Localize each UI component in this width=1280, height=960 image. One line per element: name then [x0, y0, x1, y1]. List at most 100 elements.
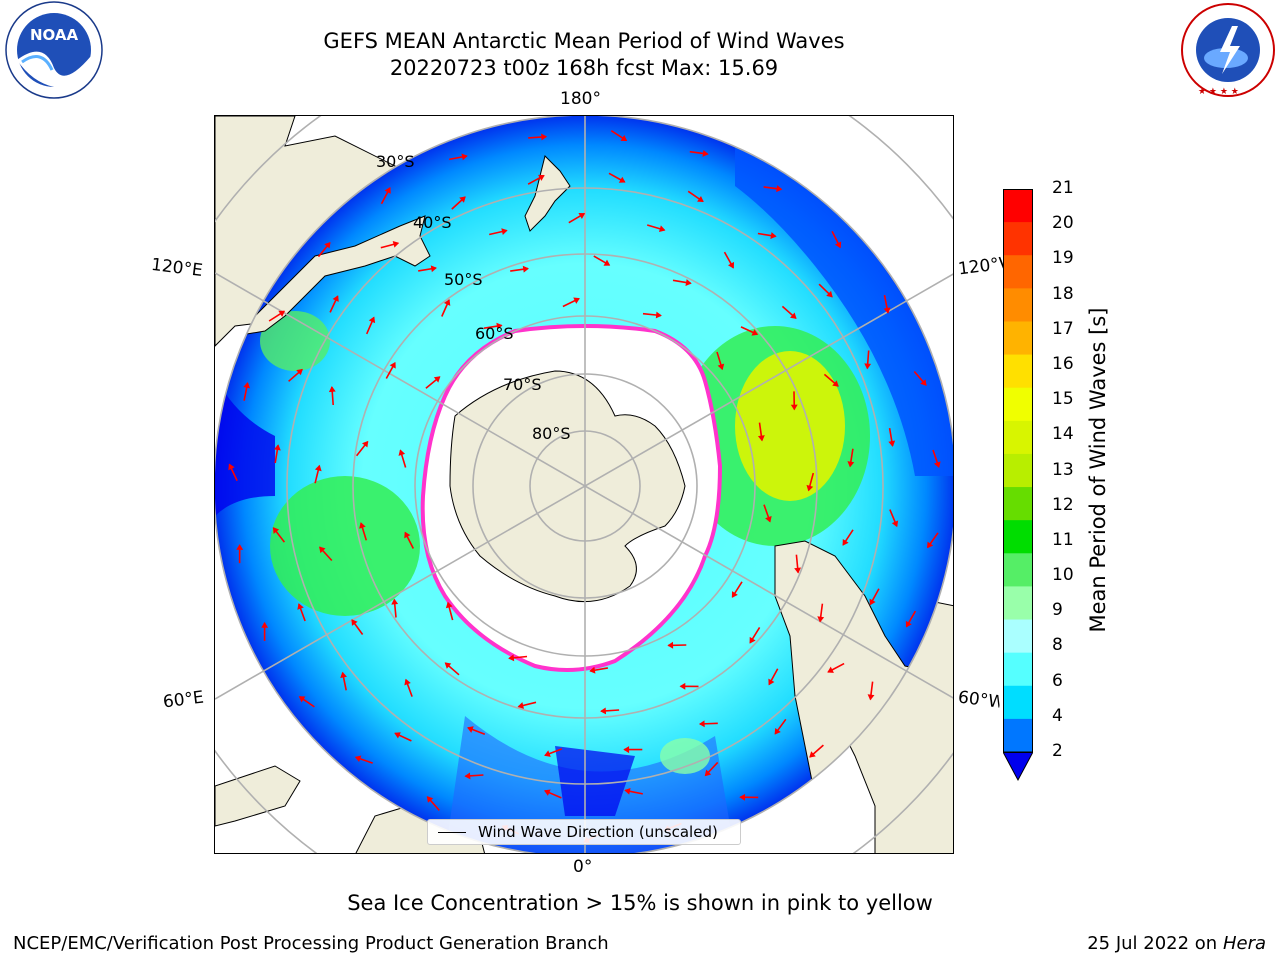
- wind-arrow-head: [501, 228, 508, 235]
- wind-arrow-head: [392, 240, 400, 248]
- wind-arrow-head: [297, 603, 304, 610]
- wind-arrow-head: [603, 259, 611, 266]
- lon-label-bottom: 0°: [573, 857, 593, 877]
- wind-arrow-head: [864, 363, 872, 370]
- wind-arrow-head: [443, 299, 451, 306]
- wind-arrow-head: [236, 544, 244, 550]
- colorbar-band: [1003, 420, 1033, 455]
- colorbar-tick-label: 10: [1052, 565, 1074, 586]
- wind-arrow-head: [888, 440, 896, 447]
- colorbar-band: [1003, 222, 1033, 256]
- colorbar-band: [1003, 520, 1033, 554]
- wind-arrow-head: [826, 290, 833, 298]
- page-subtitle: 20220723 t00z 168h fcst Max: 15.69: [389, 56, 779, 80]
- wind-arrow-head: [368, 316, 376, 324]
- polar-map: [215, 116, 953, 853]
- wind-arrow-head: [790, 312, 797, 319]
- wind-arrow-head: [444, 662, 452, 669]
- wind-arrow-head: [717, 363, 725, 371]
- wind-arrow-head: [891, 520, 899, 528]
- wind-arrow-head: [261, 621, 269, 628]
- colorbar-tick-label: 18: [1052, 283, 1074, 304]
- wind-arrow-head: [544, 789, 551, 796]
- wind-arrow-head: [573, 297, 580, 304]
- wind-arrow-head: [464, 772, 471, 780]
- lon-label-top: 180°: [560, 89, 601, 109]
- footer-date: 25 Jul 2022 on Hera: [1087, 933, 1266, 954]
- nws-logo-icon: ★ ★ ★ ★: [1178, 0, 1278, 100]
- wind-arrow-head: [461, 153, 468, 161]
- lat-label-50s: 50°S: [444, 270, 483, 289]
- wind-arrow-head: [426, 796, 434, 803]
- wind-arrow-head: [679, 682, 686, 690]
- colorbar-tick-label: 19: [1052, 248, 1074, 269]
- colorbar-band: [1003, 288, 1033, 322]
- wind-arrow-head: [384, 187, 391, 194]
- legend-label: Wind Wave Direction (unscaled): [478, 823, 718, 841]
- wind-arrow-head: [298, 696, 306, 703]
- wind-arrow-head: [624, 787, 631, 795]
- wind-arrow-head: [658, 225, 666, 232]
- wind-arrow-head: [544, 750, 551, 757]
- svg-text:★ ★ ★ ★: ★ ★ ★ ★: [1198, 87, 1239, 97]
- colorbar-band: [1003, 255, 1033, 289]
- wind-arrow-head: [541, 133, 548, 141]
- wind-arrow-head: [704, 769, 712, 777]
- colorbar: [1002, 189, 1034, 782]
- lat-label-30s: 30°S: [376, 152, 415, 171]
- wind-arrow-head: [391, 598, 399, 605]
- lat-label-40s: 40°S: [413, 213, 452, 232]
- colorbar-band: [1003, 685, 1033, 720]
- wind-arrow-head: [623, 746, 630, 754]
- colorbar-tick-label: 13: [1052, 459, 1074, 480]
- wind-arrow-head: [685, 279, 692, 287]
- wind-arrow-head: [404, 678, 411, 686]
- colorbar-tick-label: 20: [1052, 213, 1074, 234]
- colorbar-band: [1003, 487, 1033, 521]
- wind-arrow-head: [794, 567, 802, 574]
- wind-arrow-head: [351, 619, 358, 626]
- graticule: [215, 116, 953, 853]
- footer-date-text: 25 Jul 2022 on: [1087, 933, 1223, 954]
- wind-arrow-head: [332, 295, 339, 302]
- wind-arrow-head: [394, 732, 401, 739]
- wind-arrow-head: [934, 461, 941, 468]
- colorbar-band: [1003, 586, 1033, 621]
- colorbar-tick-label: 17: [1052, 318, 1074, 339]
- wind-arrow-head: [328, 386, 336, 393]
- wind-arrow-head: [618, 176, 626, 183]
- wind-arrow-head: [272, 527, 280, 534]
- colorbar-tick-label: 2: [1052, 741, 1063, 761]
- wind-arrow-head: [834, 241, 842, 249]
- wind-arrow-layer: [228, 130, 941, 843]
- map-legend: Wind Wave Direction (unscaled): [427, 819, 741, 845]
- wind-arrow-head: [600, 707, 607, 715]
- wind-arrow-head: [319, 546, 326, 554]
- colorbar-band: [1003, 387, 1033, 422]
- wind-arrow-head: [578, 212, 586, 220]
- wind-arrow-head: [827, 666, 834, 673]
- page-title: GEFS MEAN Antarctic Mean Period of Wind …: [323, 29, 845, 53]
- wind-arrow-head: [589, 666, 596, 674]
- wind-arrow-head: [508, 654, 515, 662]
- wind-arrow-head: [790, 404, 798, 411]
- wind-arrow-head: [667, 641, 674, 649]
- wind-arrow-head: [702, 150, 709, 157]
- wind-arrow-head: [905, 620, 912, 628]
- wind-arrow-head: [768, 678, 775, 686]
- wind-arrow-head: [809, 751, 816, 758]
- wind-arrow-head: [296, 368, 303, 376]
- wind-arrow-head: [774, 727, 781, 735]
- colorbar-tick-label: 6: [1052, 670, 1063, 691]
- wind-arrow-head: [927, 541, 934, 549]
- wind-arrow-head: [522, 265, 529, 273]
- wind-arrow-head: [765, 515, 772, 523]
- wind-arrow-head: [920, 379, 927, 386]
- wind-arrow-head: [869, 598, 876, 606]
- lon-label-lower-left: 60°E: [161, 687, 205, 713]
- footer-organization: NCEP/EMC/Verification Post Processing Pr…: [13, 933, 609, 954]
- wind-arrow-head: [842, 539, 849, 546]
- wind-arrow-head: [751, 329, 759, 336]
- colorbar-tick-label: 12: [1052, 494, 1074, 515]
- colorbar-band: [1003, 718, 1033, 753]
